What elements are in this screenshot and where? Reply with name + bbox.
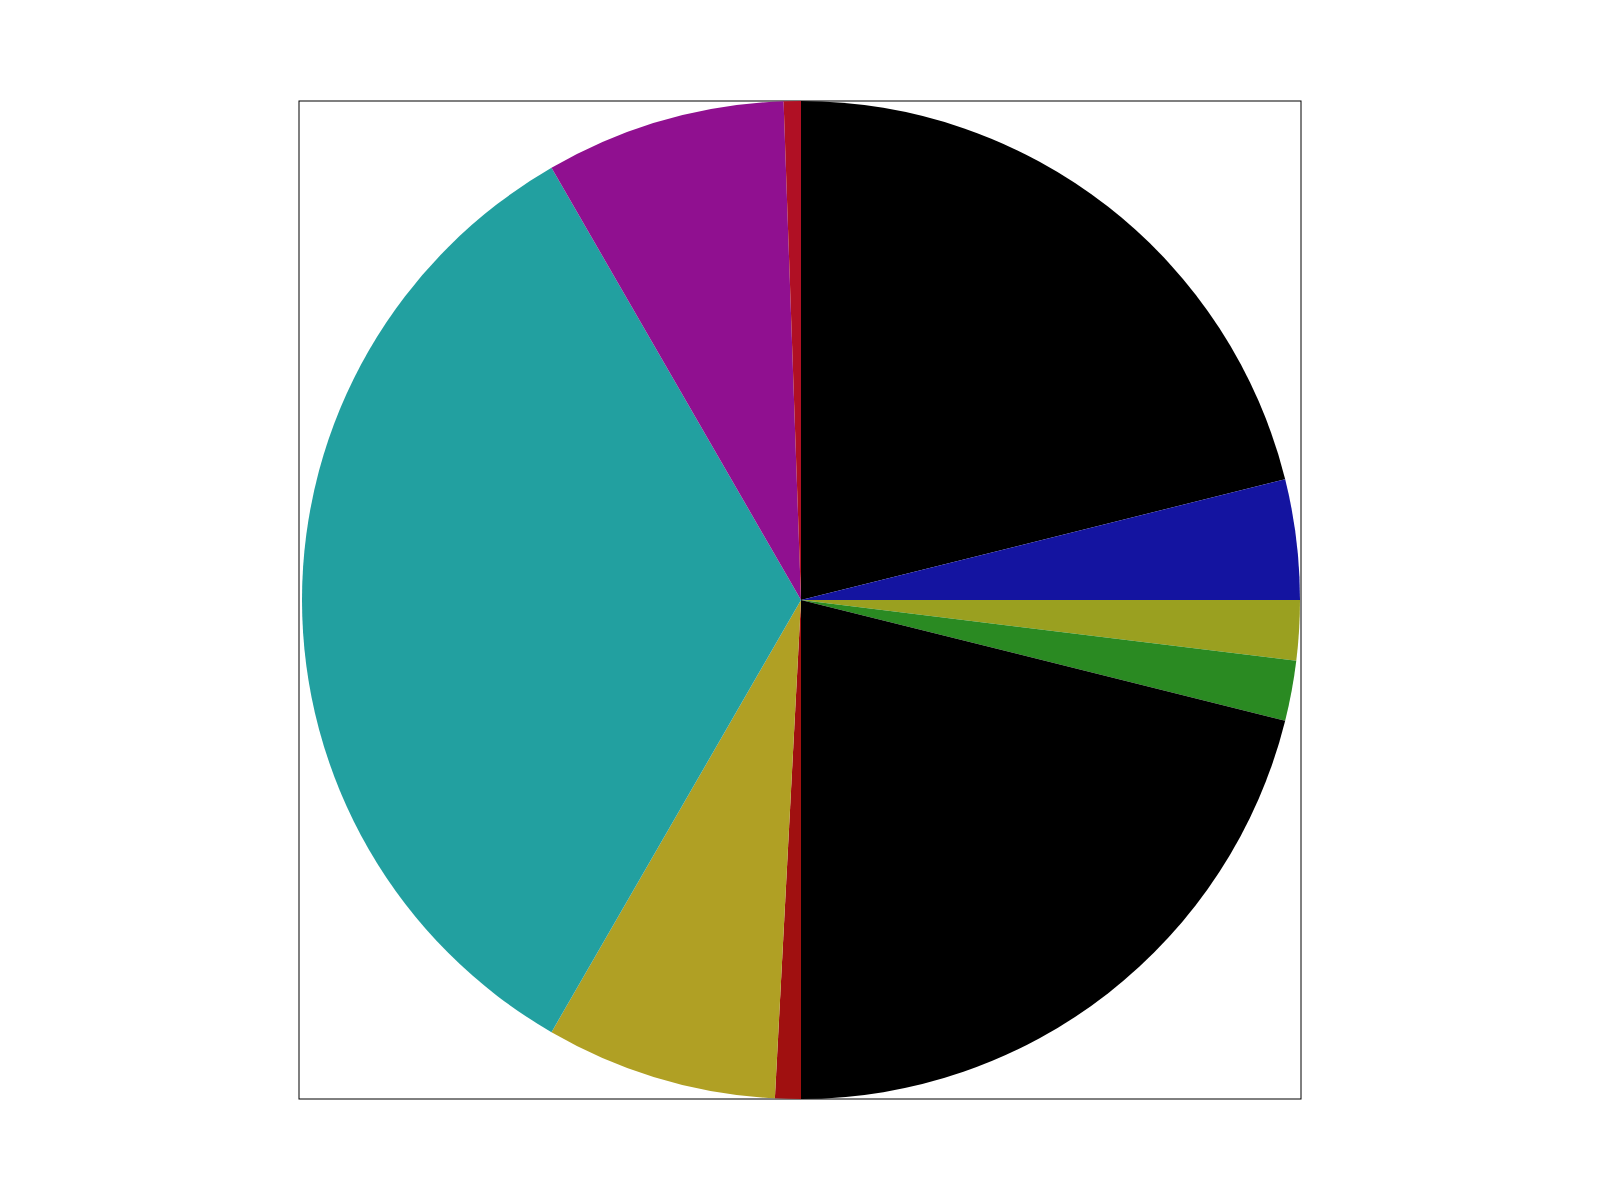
slice bbox=[801, 479, 1300, 600]
chart bbox=[0, 0, 1600, 1200]
slice bbox=[784, 101, 801, 600]
slices bbox=[302, 101, 1300, 1099]
frame bbox=[299, 101, 1301, 1099]
slice bbox=[801, 600, 1285, 1099]
slice bbox=[552, 101, 802, 600]
